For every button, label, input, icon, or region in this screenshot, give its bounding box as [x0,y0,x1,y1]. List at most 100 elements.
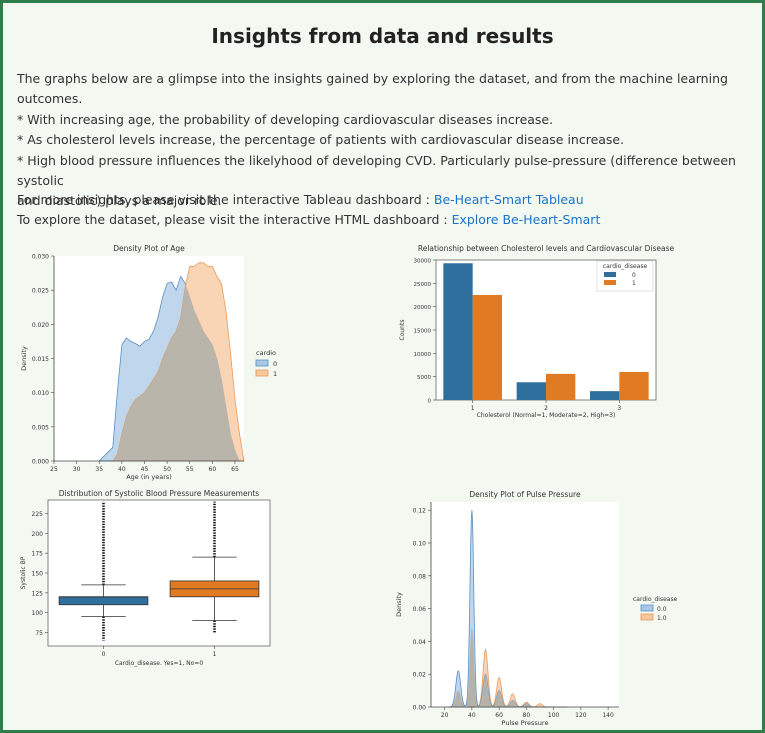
cholesterol-bar-chart: 1 2 3 0 5000 10000 15000 20000 25000 30000 Relatio… [399,244,675,419]
y-tick-label: 125 [32,590,44,597]
legend-label-0.0: 0.0 [657,606,667,613]
y-tick-label: 225 [32,511,44,518]
legend-swatch-0 [255,359,269,367]
plot-area [47,499,271,647]
legend-title: cardio [256,349,276,357]
x-tick-label: 1 [213,651,217,658]
chart-title: Density Plot of Pulse Pressure [469,490,581,499]
x-tick-label: 40 [468,712,476,719]
bullet-pulse-pressure: and diastolic) plays a major role. [17,193,222,209]
x-axis-label: Cholesterol (Normal=1, Moderate=2, High=… [477,412,616,419]
legend-title: cardio_disease [603,263,648,270]
density-overlap [447,628,568,707]
x-tick-label: 1 [471,405,475,412]
x-axis-label: Pulse Pressure [502,719,549,727]
legend-title: cardio_disease [633,596,678,603]
chart-title: Density Plot of Age [113,244,185,253]
x-axis-label: Age (in years) [126,473,172,481]
y-tick-label: 0.00 [413,705,427,712]
bullet-age: * With increasing age, the probability o… [17,111,554,127]
x-tick-label: 25 [50,466,58,473]
y-tick-label: 200 [32,531,44,538]
chart-title: Relationship between Cholesterol levels … [418,244,675,253]
density-overlap [112,286,240,461]
page-title: Insights from data and results [211,24,554,48]
y-tick-label: 10000 [414,352,432,358]
y-tick-label: 5000 [417,375,431,381]
y-tick-label: 30000 [414,259,432,265]
y-tick-label: 75 [35,630,43,637]
legend-label-1: 1 [632,280,636,287]
bullet-cholesterol: * As cholesterol levels increase, the pe… [17,132,625,148]
x-tick-label: 40 [118,466,126,473]
tableau-prefix: For more insights, please visit the inte… [17,192,434,207]
y-axis-label: Systolic BP [20,556,27,589]
y-tick-label: 0 [428,399,432,405]
y-tick-label: 0.010 [32,390,49,397]
x-tick-label: 3 [617,405,621,412]
x-tick-label: 50 [163,466,171,473]
y-tick-label: 150 [32,571,44,578]
x-tick-label: 35 [95,466,103,473]
x-tick-label: 2 [544,405,548,412]
legend-label-1.0: 1.0 [657,615,667,622]
y-axis-label: Density [395,592,403,617]
x-tick-label: 140 [602,712,614,719]
legend-swatch-0 [604,272,616,277]
legend-swatch-1 [604,280,616,285]
x-tick-label: 80 [523,712,531,719]
y-tick-label: 0.12 [413,508,427,515]
x-tick-label: 60 [209,466,217,473]
box-0 [58,596,149,606]
y-tick-label: 25000 [414,282,432,288]
html-prefix: To explore the dataset, please visit the… [17,212,452,228]
chart-title: Distribution of Systolic Blood Pressure … [59,489,260,498]
pulse-pressure-chart: 0.00 0.02 0.04 0.06 0.08 0.10 0.12 20 40 60 80 100 1… [395,490,678,727]
age-density-chart: 0.000 0.005 0.010 0.015 0.020 0.025 0.030 25 30 3… [20,244,277,481]
legend-label-0: 0 [273,360,277,368]
legend-label-1: 1 [273,370,277,378]
y-tick-label: 0.08 [413,573,427,580]
y-tick-label: 0.02 [413,672,427,679]
y-tick-label: 0.04 [413,639,427,646]
y-tick-label: 0.015 [32,356,49,363]
legend-swatch-0.0 [640,604,654,612]
x-tick-label: 20 [441,712,449,719]
bullet-blood-pressure: * High blood pressure influences the lik… [17,152,736,189]
y-tick-label: 20000 [414,305,432,311]
y-axis-label: Counts [399,320,406,341]
y-axis-label: Density [20,346,28,371]
intro-line: The graphs below are a glimpse into the … [17,71,728,107]
plot-area [431,502,619,707]
y-tick-label: 175 [32,551,44,558]
bar-chol3-cardio0 [590,391,620,400]
x-axis-label: Cardio_disease. Yes=1, No=0 [115,660,204,667]
y-tick-label: 0.025 [32,288,49,295]
legend-label-0: 0 [632,272,636,279]
y-tick-label: 0.020 [32,322,49,329]
x-tick-label: 60 [495,712,503,719]
bar-chol2-cardio0 [516,382,546,400]
x-tick-label: 120 [575,712,587,719]
y-tick-label: 100 [32,610,44,617]
x-tick-label: 55 [186,466,194,473]
tableau-link[interactable]: Be-Heart-Smart Tableau [433,192,584,207]
bar-chol1-cardio1 [472,295,502,400]
bar-chol3-cardio1 [619,372,649,400]
x-tick-label: 100 [548,712,560,719]
legend-swatch-1 [255,369,269,377]
explore-link[interactable]: Explore Be-Heart-Smart [451,212,601,228]
y-tick-label: 0.000 [32,459,49,466]
bar-chol2-cardio1 [546,373,576,400]
y-tick-label: 15000 [414,329,432,335]
intro-text: The graphs below are a glimpse into the … [17,69,757,212]
links-text: For more insights, please visit the inte… [17,190,757,231]
x-tick-label: 65 [231,466,239,473]
y-tick-label: 0.005 [32,424,49,431]
bar-chol1-cardio0 [443,263,473,400]
x-tick-label: 30 [73,466,81,473]
y-tick-label: 0.06 [413,606,427,613]
x-tick-label: 45 [141,466,149,473]
x-tick-label: 0 [102,651,106,658]
